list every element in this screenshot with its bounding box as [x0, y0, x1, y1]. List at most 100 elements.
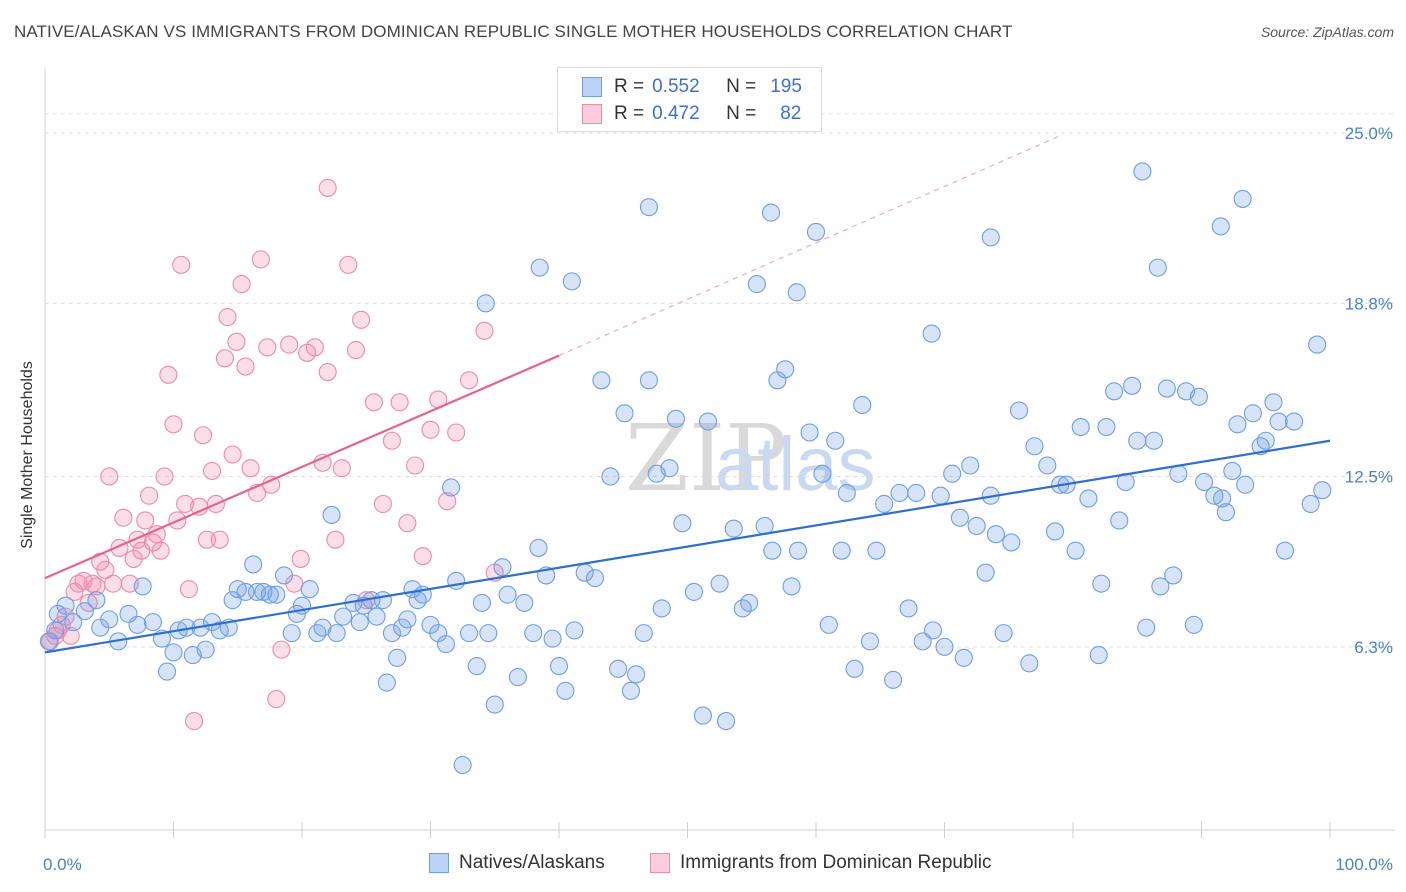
data-point-natives: [1092, 574, 1111, 593]
data-point-dominican: [164, 415, 183, 434]
data-point-natives: [334, 607, 353, 626]
data-point-natives: [524, 624, 543, 643]
data-point-natives: [1236, 475, 1255, 494]
legend-n-label: N =: [726, 103, 757, 124]
data-point-natives: [961, 456, 980, 475]
data-point-dominican: [210, 530, 229, 549]
data-point-natives: [601, 467, 620, 486]
data-point-natives: [46, 621, 65, 640]
data-point-dominican: [364, 393, 384, 412]
watermark: ZIP atlas: [625, 405, 876, 512]
legend-r-value: 0.472: [652, 103, 700, 124]
data-point-natives: [244, 555, 263, 574]
data-point-dominican: [136, 511, 155, 530]
data-point-natives: [699, 412, 718, 431]
data-point-natives: [837, 483, 856, 503]
data-point-natives: [716, 712, 736, 731]
legend-swatch-dominican: [582, 104, 602, 124]
data-point-natives: [1128, 431, 1147, 450]
data-point-natives: [609, 659, 628, 678]
legend-row-natives: R = 0.552 N = 195: [582, 74, 802, 100]
data-point-natives: [1038, 456, 1057, 475]
data-point-natives: [747, 275, 766, 294]
data-point-natives: [986, 525, 1005, 544]
data-point-dominican: [373, 494, 393, 514]
data-point-natives: [1089, 646, 1108, 665]
data-point-dominican: [215, 349, 234, 368]
legend-r-label: R =: [614, 103, 645, 124]
data-point-natives: [143, 613, 162, 632]
data-point-dominican: [305, 338, 324, 357]
data-point-natives: [1228, 415, 1247, 434]
data-point-natives: [1110, 511, 1129, 530]
data-point-dominican: [280, 335, 299, 354]
data-point-natives: [459, 624, 479, 643]
data-point-natives: [684, 582, 703, 601]
data-point-natives: [350, 613, 369, 632]
data-point-dominican: [421, 420, 440, 439]
legend-swatch-natives: [582, 77, 602, 97]
bottom-legend-swatch-dominican: [650, 853, 670, 873]
data-point-natives: [565, 621, 584, 640]
data-point-natives: [1071, 417, 1090, 437]
data-point-natives: [1133, 162, 1152, 181]
data-point-dominican: [413, 547, 432, 566]
data-point-dominican: [223, 445, 242, 464]
data-point-dominican: [382, 431, 402, 450]
data-point-natives: [652, 599, 671, 618]
data-point-dominican: [151, 541, 170, 560]
data-point-natives: [1195, 472, 1214, 492]
data-point-dominican: [318, 178, 337, 197]
data-point-dominican: [190, 497, 209, 516]
data-point-natives: [327, 624, 346, 643]
data-point-natives: [436, 635, 455, 654]
data-point-natives: [1301, 494, 1320, 514]
data-point-natives: [724, 519, 743, 538]
data-point-natives: [164, 643, 183, 662]
data-point-natives: [260, 585, 279, 604]
data-point-natives: [128, 615, 147, 634]
data-point-natives: [931, 486, 950, 505]
data-point-natives: [1213, 489, 1232, 508]
data-point-natives: [950, 508, 969, 527]
data-point-natives: [274, 566, 294, 585]
series-natives-points: [39, 162, 1332, 775]
trend-lines: [44, 135, 1331, 654]
data-point-natives: [1097, 417, 1116, 437]
legend-r-value: 0.552: [652, 76, 700, 97]
data-point-natives: [1223, 461, 1242, 481]
chart-title: NATIVE/ALASKAN VS IMMIGRANTS FROM DOMINI…: [14, 22, 1013, 41]
data-point-natives: [788, 541, 808, 560]
data-point-natives: [556, 681, 575, 700]
data-point-natives: [313, 618, 332, 637]
data-point-natives: [1123, 376, 1142, 395]
data-point-natives: [763, 541, 782, 560]
data-point-natives: [87, 591, 106, 610]
data-point-natives: [322, 505, 341, 525]
data-point-natives: [639, 371, 659, 390]
data-point-natives: [761, 203, 781, 222]
data-point-natives: [472, 593, 491, 612]
data-point-natives: [367, 607, 386, 626]
data-point-natives: [1313, 481, 1332, 500]
data-point-natives: [845, 659, 864, 678]
data-point-natives: [196, 640, 215, 659]
data-point-natives: [634, 624, 653, 643]
data-point-natives: [710, 574, 729, 593]
data-point-natives: [907, 483, 926, 503]
data-point-natives: [1275, 541, 1295, 560]
source-label: Source: ZipAtlas.com: [1260, 24, 1394, 40]
data-point-natives: [660, 459, 679, 478]
data-point-dominican: [232, 275, 251, 294]
x-tick-label: 0.0%: [43, 855, 82, 874]
data-point-natives: [967, 516, 986, 535]
data-point-natives: [1144, 431, 1164, 450]
data-point-dominican: [227, 332, 246, 351]
data-point-natives: [935, 637, 954, 656]
bottom-legend-label-natives: Natives/Alaskans: [459, 852, 605, 873]
legend-n-value: 195: [770, 76, 802, 97]
data-point-dominican: [140, 486, 159, 505]
data-point-natives: [1079, 489, 1098, 508]
data-point-natives: [1151, 577, 1170, 596]
